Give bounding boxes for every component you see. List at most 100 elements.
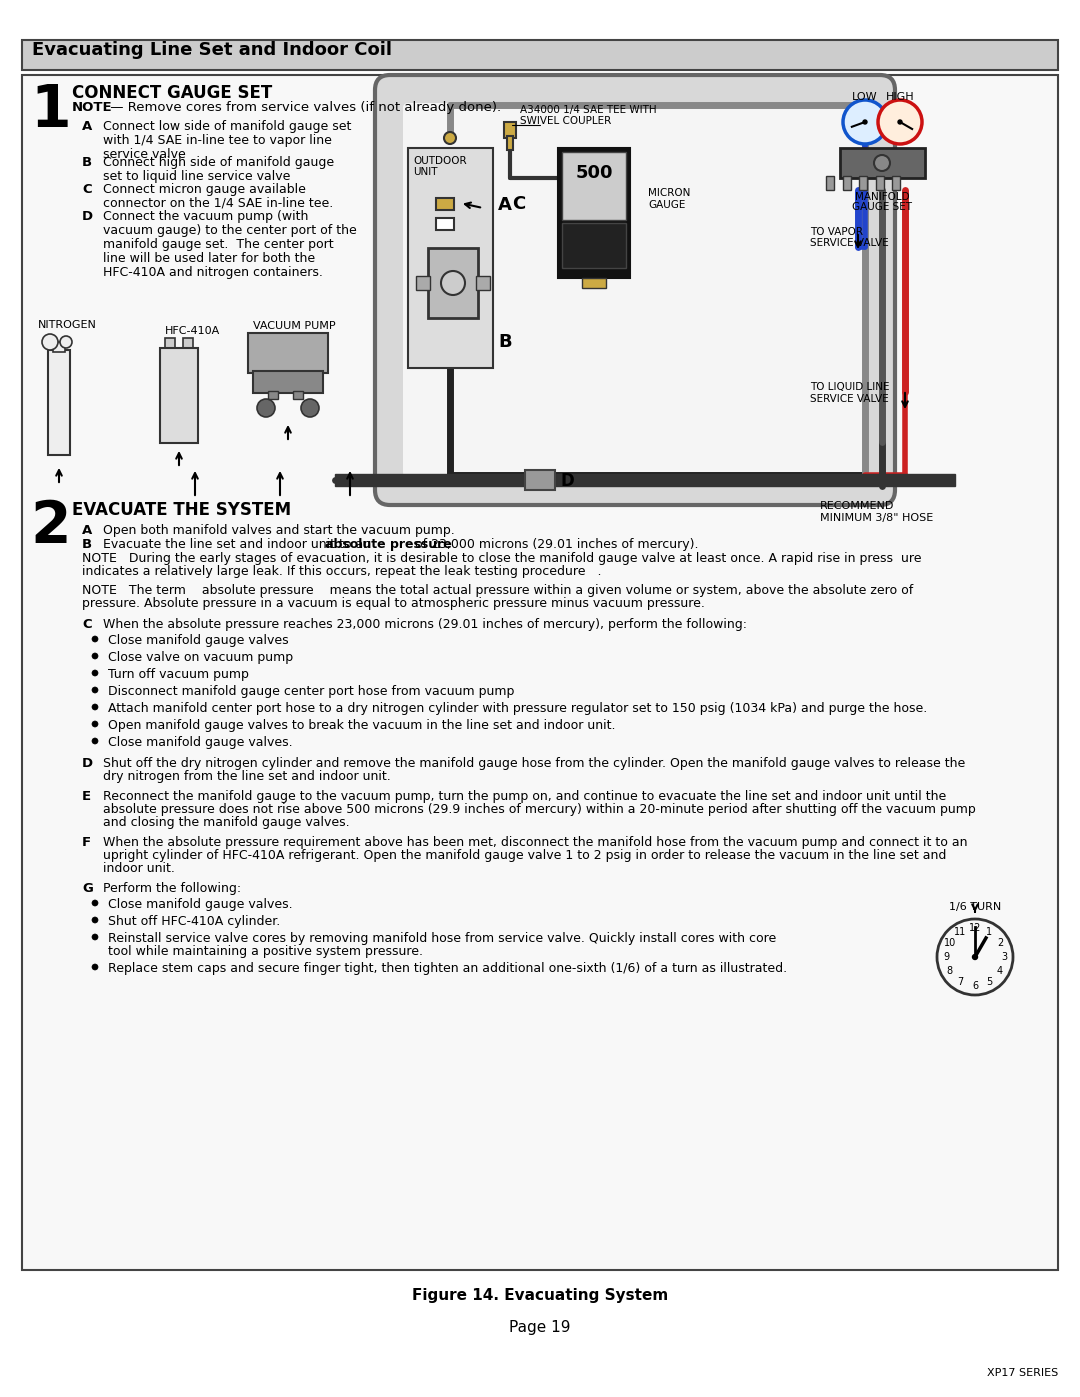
Text: Close manifold gauge valves.: Close manifold gauge valves.: [108, 898, 293, 911]
Bar: [562, 152, 626, 219]
Circle shape: [92, 738, 98, 745]
Circle shape: [444, 131, 456, 144]
Text: E: E: [82, 789, 91, 803]
Bar: [335, 474, 955, 486]
Circle shape: [92, 636, 98, 643]
Circle shape: [937, 919, 1013, 995]
Bar: [293, 391, 303, 400]
Text: of 23,000 microns (29.01 inches of mercury).: of 23,000 microns (29.01 inches of mercu…: [411, 538, 699, 550]
Text: When the absolute pressure reaches 23,000 microns (29.01 inches of mercury), per: When the absolute pressure reaches 23,00…: [103, 617, 747, 631]
Text: 10: 10: [944, 937, 956, 947]
Text: dry nitrogen from the line set and indoor unit.: dry nitrogen from the line set and indoo…: [103, 770, 391, 782]
Text: 9: 9: [943, 951, 949, 963]
Text: B: B: [82, 156, 92, 169]
Bar: [53, 342, 65, 352]
Text: SERVICE VALVE: SERVICE VALVE: [810, 394, 889, 404]
Text: TO VAPOR: TO VAPOR: [810, 226, 863, 237]
Circle shape: [92, 964, 98, 970]
Text: When the absolute pressure requirement above has been met, disconnect the manifo: When the absolute pressure requirement a…: [103, 835, 968, 849]
Text: NITROGEN: NITROGEN: [38, 320, 97, 330]
Circle shape: [92, 721, 98, 726]
Text: Shut off HFC-410A cylinder.: Shut off HFC-410A cylinder.: [108, 915, 280, 928]
Text: MANIFOLD: MANIFOLD: [854, 191, 909, 203]
Text: indoor unit.: indoor unit.: [103, 862, 175, 875]
Bar: [525, 469, 555, 490]
Text: 500: 500: [576, 163, 612, 182]
Text: A: A: [82, 120, 92, 133]
Text: Attach manifold center port hose to a dry nitrogen cylinder with pressure regula: Attach manifold center port hose to a dr…: [108, 703, 928, 715]
Text: 9: 9: [943, 951, 949, 963]
Text: 6: 6: [972, 981, 978, 990]
Text: RECOMMEND
MINIMUM 3/8" HOSE: RECOMMEND MINIMUM 3/8" HOSE: [820, 502, 933, 522]
Text: NOTE   During the early stages of evacuation, it is desirable to close the manif: NOTE During the early stages of evacuati…: [82, 552, 921, 564]
Circle shape: [972, 954, 977, 960]
Text: pressure. Absolute pressure in a vacuum is equal to atmospheric pressure minus v: pressure. Absolute pressure in a vacuum …: [82, 597, 705, 610]
Bar: [268, 391, 278, 400]
Text: 2: 2: [30, 497, 70, 555]
Text: Connect low side of manifold gauge set: Connect low side of manifold gauge set: [103, 120, 351, 133]
Text: Reconnect the manifold gauge to the vacuum pump, turn the pump on, and continue : Reconnect the manifold gauge to the vacu…: [103, 789, 946, 803]
Text: Turn off vacuum pump: Turn off vacuum pump: [108, 668, 248, 680]
Text: 3: 3: [1001, 951, 1007, 963]
Text: Disconnect manifold gauge center port hose from vacuum pump: Disconnect manifold gauge center port ho…: [108, 685, 514, 698]
Bar: [507, 136, 513, 149]
Text: Connect high side of manifold gauge: Connect high side of manifold gauge: [103, 156, 334, 169]
Circle shape: [863, 120, 867, 124]
Text: Evacuating Line Set and Indoor Coil: Evacuating Line Set and Indoor Coil: [32, 41, 392, 59]
Bar: [582, 278, 606, 288]
Text: upright cylinder of HFC-410A refrigerant. Open the manifold gauge valve 1 to 2 p: upright cylinder of HFC-410A refrigerant…: [103, 849, 946, 862]
Bar: [562, 224, 626, 268]
Text: 1/6 TURN: 1/6 TURN: [949, 902, 1001, 912]
Text: and closing the manifold gauge valves.: and closing the manifold gauge valves.: [103, 816, 350, 828]
Text: Replace stem caps and secure finger tight, then tighten an additional one-sixth : Replace stem caps and secure finger tigh…: [108, 963, 787, 975]
Bar: [842, 176, 851, 190]
Text: 4: 4: [997, 967, 1003, 977]
Text: 1: 1: [986, 926, 993, 937]
Text: service valve: service valve: [103, 148, 186, 161]
Text: 2: 2: [997, 937, 1003, 947]
Bar: [876, 176, 883, 190]
Circle shape: [874, 155, 890, 170]
Text: F: F: [82, 835, 91, 849]
Circle shape: [92, 916, 98, 923]
Bar: [558, 148, 630, 278]
Circle shape: [301, 400, 319, 416]
Text: 4: 4: [997, 967, 1003, 977]
Text: B: B: [498, 332, 512, 351]
Bar: [408, 148, 492, 367]
Circle shape: [92, 935, 98, 940]
Text: LOW: LOW: [852, 92, 878, 102]
Bar: [22, 41, 1058, 70]
Circle shape: [92, 671, 98, 676]
Text: line will be used later for both the: line will be used later for both the: [103, 251, 315, 265]
Bar: [436, 198, 454, 210]
Bar: [183, 338, 193, 351]
Text: Figure 14. Evacuating System: Figure 14. Evacuating System: [411, 1288, 669, 1303]
Text: SWIVEL COUPLER: SWIVEL COUPLER: [519, 116, 611, 126]
Bar: [416, 277, 430, 291]
Text: G: G: [82, 882, 93, 895]
Circle shape: [843, 101, 887, 144]
Text: GAUGE SET: GAUGE SET: [852, 203, 912, 212]
Circle shape: [878, 101, 922, 144]
Circle shape: [897, 120, 902, 124]
Bar: [859, 176, 867, 190]
Text: connector on the 1/4 SAE in-line tee.: connector on the 1/4 SAE in-line tee.: [103, 197, 334, 210]
Circle shape: [60, 337, 72, 348]
Text: Close valve on vacuum pump: Close valve on vacuum pump: [108, 651, 293, 664]
Text: Connect micron gauge available: Connect micron gauge available: [103, 183, 306, 196]
Text: Connect the vacuum pump (with: Connect the vacuum pump (with: [103, 210, 309, 224]
Text: 2: 2: [997, 937, 1003, 947]
Text: NOTE: NOTE: [72, 101, 112, 115]
Text: set to liquid line service valve: set to liquid line service valve: [103, 170, 291, 183]
Bar: [428, 249, 478, 319]
Text: D: D: [561, 472, 573, 490]
Text: — Remove cores from service valves (if not already done).: — Remove cores from service valves (if n…: [106, 101, 501, 115]
Bar: [436, 218, 454, 231]
FancyBboxPatch shape: [375, 75, 895, 504]
Bar: [476, 277, 490, 291]
Text: D: D: [82, 210, 93, 224]
Text: NOTE   The term    absolute pressure    means the total actual pressure within a: NOTE The term absolute pressure means th…: [82, 584, 914, 597]
Text: HFC-410A: HFC-410A: [165, 326, 220, 337]
Text: absolute pressure: absolute pressure: [325, 538, 451, 550]
